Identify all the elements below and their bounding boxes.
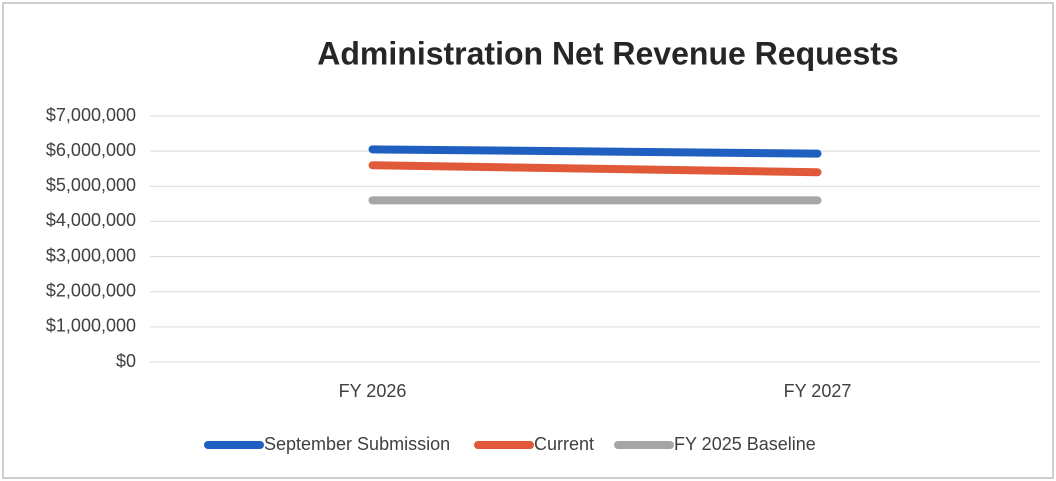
y-tick-label: $1,000,000 — [46, 316, 136, 336]
series-line — [368, 161, 822, 177]
x-tick-label: FY 2027 — [784, 381, 852, 401]
chart-title: Administration Net Revenue Requests — [317, 35, 898, 71]
series-line — [368, 145, 822, 158]
y-tick-label: $0 — [116, 351, 136, 371]
legend-label: Current — [534, 434, 594, 454]
y-tick-label: $5,000,000 — [46, 175, 136, 195]
y-tick-label: $3,000,000 — [46, 245, 136, 265]
y-tick-label: $7,000,000 — [46, 105, 136, 125]
y-tick-label: $6,000,000 — [46, 140, 136, 160]
y-tick-label: $2,000,000 — [46, 280, 136, 300]
y-tick-label: $4,000,000 — [46, 210, 136, 230]
x-tick-label: FY 2026 — [339, 381, 407, 401]
legend-label: FY 2025 Baseline — [674, 434, 816, 454]
legend-label: September Submission — [264, 434, 450, 454]
